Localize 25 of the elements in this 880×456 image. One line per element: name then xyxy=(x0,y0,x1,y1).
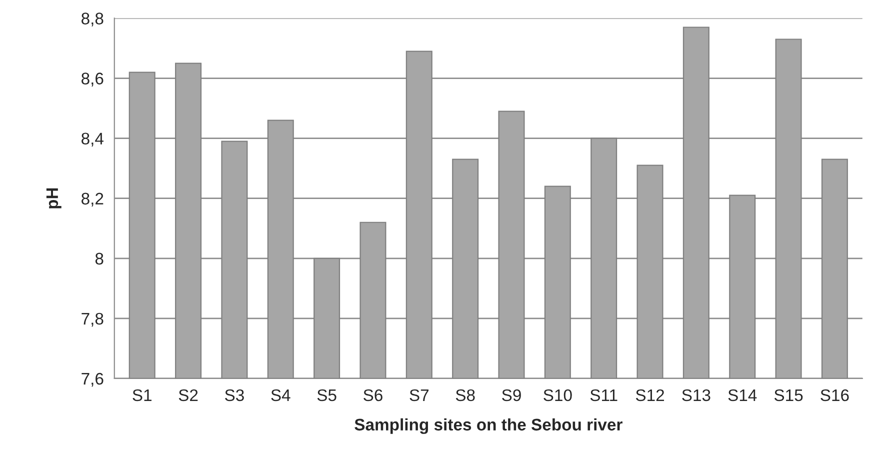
x-tick-label: S5 xyxy=(317,389,336,402)
x-tick-label: S3 xyxy=(225,389,244,402)
y-tick-label: 7,6 xyxy=(82,372,104,387)
y-tick-label: 8,6 xyxy=(82,72,104,86)
x-tick-label: S16 xyxy=(820,389,849,402)
y-tick-label: 8,2 xyxy=(82,192,104,207)
x-tick-label: S13 xyxy=(682,389,710,402)
x-tick-label: S15 xyxy=(774,389,803,402)
y-tick-label: 8,8 xyxy=(82,12,104,26)
x-tick-label: S4 xyxy=(271,389,290,402)
y-tick-label: 8 xyxy=(95,252,104,265)
x-tick-label: S8 xyxy=(456,389,475,402)
x-tick-label: S11 xyxy=(590,389,618,402)
y-axis-title: pH xyxy=(46,188,62,208)
x-tick-label: S12 xyxy=(636,389,664,402)
y-tick-label: 7,8 xyxy=(82,312,104,327)
x-tick-label: S9 xyxy=(502,389,521,402)
x-tick-label: S6 xyxy=(364,389,382,402)
x-tick-label: S1 xyxy=(132,389,152,402)
y-tick-label: 8,4 xyxy=(82,132,104,146)
x-axis-title: Sampling sites on the Sebou river xyxy=(354,418,622,434)
x-tick-label: S7 xyxy=(410,389,428,402)
x-tick-label: S10 xyxy=(544,389,572,402)
x-tick-label: S14 xyxy=(728,389,757,402)
x-tick-label: S2 xyxy=(178,389,198,402)
